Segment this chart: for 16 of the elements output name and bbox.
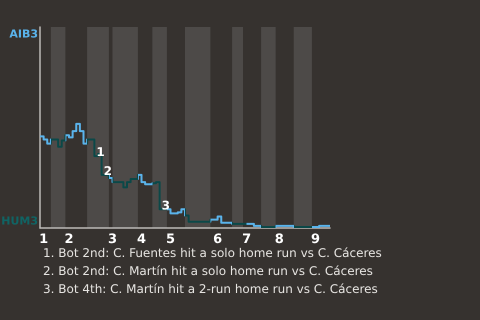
x-tick-label: 8	[274, 232, 284, 247]
annotation: 1	[96, 145, 105, 160]
x-tick-label: 2	[64, 232, 74, 247]
text: 3. Bot 4th: C. Martín hit a 2-run home run vs C. Cáceres	[43, 282, 378, 296]
annotation: 3	[162, 198, 170, 212]
x-tick-label: 1	[39, 232, 48, 247]
x-tick-label: 4	[136, 232, 146, 247]
text: 2. Bot 2nd: C. Martín hit a solo home run vs C. Cáceres	[43, 264, 373, 278]
x-tick-label: 9	[310, 232, 320, 247]
text: 1. Bot 2nd: C. Fuentes hit a solo home run vs C. Cáceres	[43, 246, 382, 260]
x-tick-label: 3	[108, 232, 118, 247]
x-tick-label: 6	[213, 232, 222, 247]
x-tick-label: 5	[166, 232, 176, 247]
x-tick-label: 7	[242, 232, 252, 247]
text: AIB3	[9, 28, 38, 40]
annotation: 2	[104, 164, 112, 178]
